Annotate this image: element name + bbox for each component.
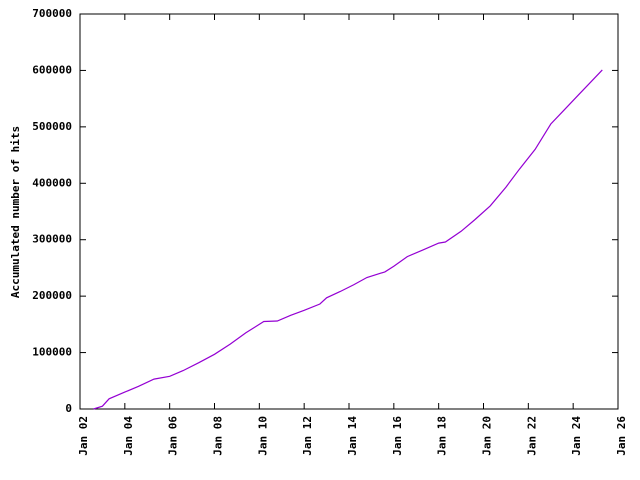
x-tick-label: Jan 18	[436, 416, 449, 456]
x-tick-label: Jan 14	[346, 416, 359, 456]
y-tick-label: 500000	[32, 120, 72, 133]
x-tick-label: Jan 26	[615, 416, 628, 456]
x-tick-label: Jan 20	[481, 416, 494, 456]
y-tick-label: 600000	[32, 63, 72, 76]
y-tick-label: 700000	[32, 7, 72, 20]
x-tick-label: Jan 08	[212, 416, 225, 456]
y-tick-label: 300000	[32, 233, 72, 246]
plot-frame	[79, 13, 619, 410]
x-tick-label: Jan 24	[570, 416, 583, 456]
x-tick-label: Jan 10	[256, 416, 269, 456]
y-tick-label: 400000	[32, 176, 72, 189]
x-tick-label: Jan 04	[122, 416, 135, 456]
x-tick-label: Jan 06	[167, 416, 180, 456]
y-tick-label: 200000	[32, 289, 72, 302]
y-axis-label: Accumulated number of hits	[9, 126, 22, 298]
data-line	[93, 69, 603, 410]
y-tick-label: 0	[65, 402, 72, 415]
x-tick-label: Jan 16	[391, 416, 404, 456]
x-tick-label: Jan 22	[525, 416, 538, 456]
x-tick-label: Jan 12	[301, 416, 314, 456]
y-tick-label: 100000	[32, 346, 72, 359]
x-tick-label: Jan 02	[77, 416, 90, 456]
